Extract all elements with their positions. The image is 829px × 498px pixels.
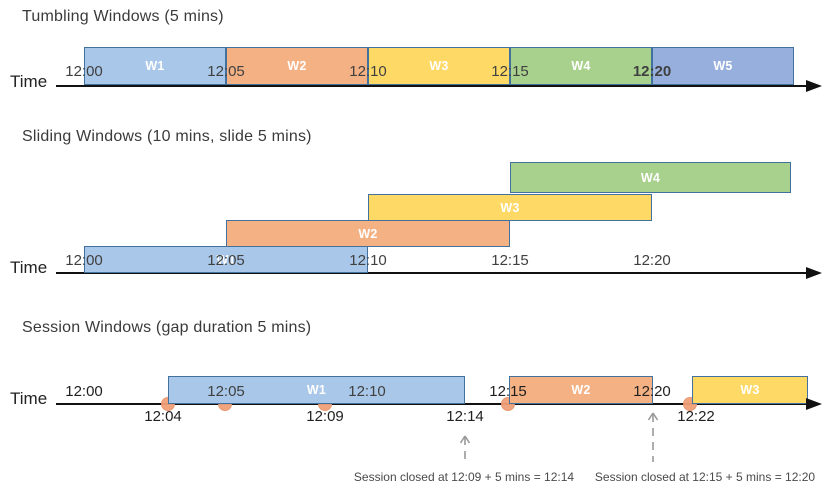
tumbling-time-axis: [56, 85, 808, 87]
tick-label: 12:05: [207, 383, 245, 400]
tumbling-section-title: Tumbling Windows (5 mins): [22, 8, 224, 25]
event-time-label: 12:09: [306, 408, 344, 425]
tumbling-window-w1: W1: [84, 47, 226, 85]
window-label: W3: [429, 59, 449, 73]
tick-label: 12:10: [349, 252, 387, 269]
tick-label: 12:15: [489, 383, 527, 400]
sliding-section-title: Sliding Windows (10 mins, slide 5 mins): [22, 128, 312, 145]
tick-label: 12:00: [65, 252, 103, 269]
session-axis-arrowhead-icon: [806, 398, 822, 410]
event-time-label: 12:14: [446, 408, 484, 425]
window-label: W1: [145, 59, 165, 73]
window-label: W4: [640, 170, 661, 185]
window-label: W2: [287, 59, 307, 73]
session-closed-annotation: Session closed at 12:09 + 5 mins = 12:14: [353, 470, 575, 484]
session-closed-arrow-icon: [647, 412, 659, 462]
session-time-axis: [56, 403, 808, 405]
sliding-time-axis: [56, 272, 808, 274]
tick-label: 12:20: [633, 383, 671, 400]
window-label: W2: [358, 226, 378, 241]
tick-label: 12:10: [349, 63, 387, 80]
session-window-w2: W2: [509, 376, 653, 404]
tumbling-axis-arrowhead-icon: [806, 80, 822, 92]
tick-label: 12:20: [633, 252, 671, 269]
window-label: W1: [216, 252, 236, 267]
sliding-window-w4: W4: [510, 162, 791, 193]
window-label: W1: [306, 383, 327, 397]
tumbling-window-w3: W3: [368, 47, 510, 85]
window-label: W3: [740, 383, 760, 397]
tumbling-window-w5: W5: [652, 47, 794, 85]
event-time-label: 12:04: [144, 408, 182, 425]
tumbling-time-axis-label: Time: [10, 72, 48, 91]
tumbling-window-w4: W4: [510, 47, 652, 85]
session-section-title: Session Windows (gap duration 5 mins): [22, 319, 312, 336]
session-closed-arrow-icon: [459, 435, 471, 464]
window-label: W5: [713, 59, 733, 73]
window-label: W2: [571, 383, 591, 397]
tick-label: 12:05: [207, 252, 245, 269]
tick-label: 12:15: [491, 252, 529, 269]
sliding-time-axis-label: Time: [10, 258, 48, 277]
sliding-window-w1: W1: [84, 246, 368, 273]
tick-label: 12:00: [65, 383, 103, 400]
event-time-label: 12:22: [677, 408, 715, 425]
session-window-w3: W3: [692, 376, 808, 404]
tick-label: 12:10: [348, 383, 386, 400]
tick-label: 12:15: [491, 63, 529, 80]
tick-label: 12:20: [632, 63, 672, 80]
session-time-axis-label: Time: [10, 389, 48, 408]
sliding-axis-arrowhead-icon: [806, 267, 822, 279]
session-closed-annotation: Session closed at 12:15 + 5 mins = 12:20: [594, 470, 816, 484]
tick-label: 12:00: [65, 63, 103, 80]
session-window-w1: W1: [168, 376, 465, 404]
window-label: W3: [500, 200, 520, 215]
sliding-window-w3: W3: [368, 194, 652, 221]
window-label: W4: [571, 59, 591, 73]
tick-label: 12:05: [207, 63, 245, 80]
sliding-window-w2: W2: [226, 220, 510, 247]
tumbling-window-w2: W2: [226, 47, 368, 85]
